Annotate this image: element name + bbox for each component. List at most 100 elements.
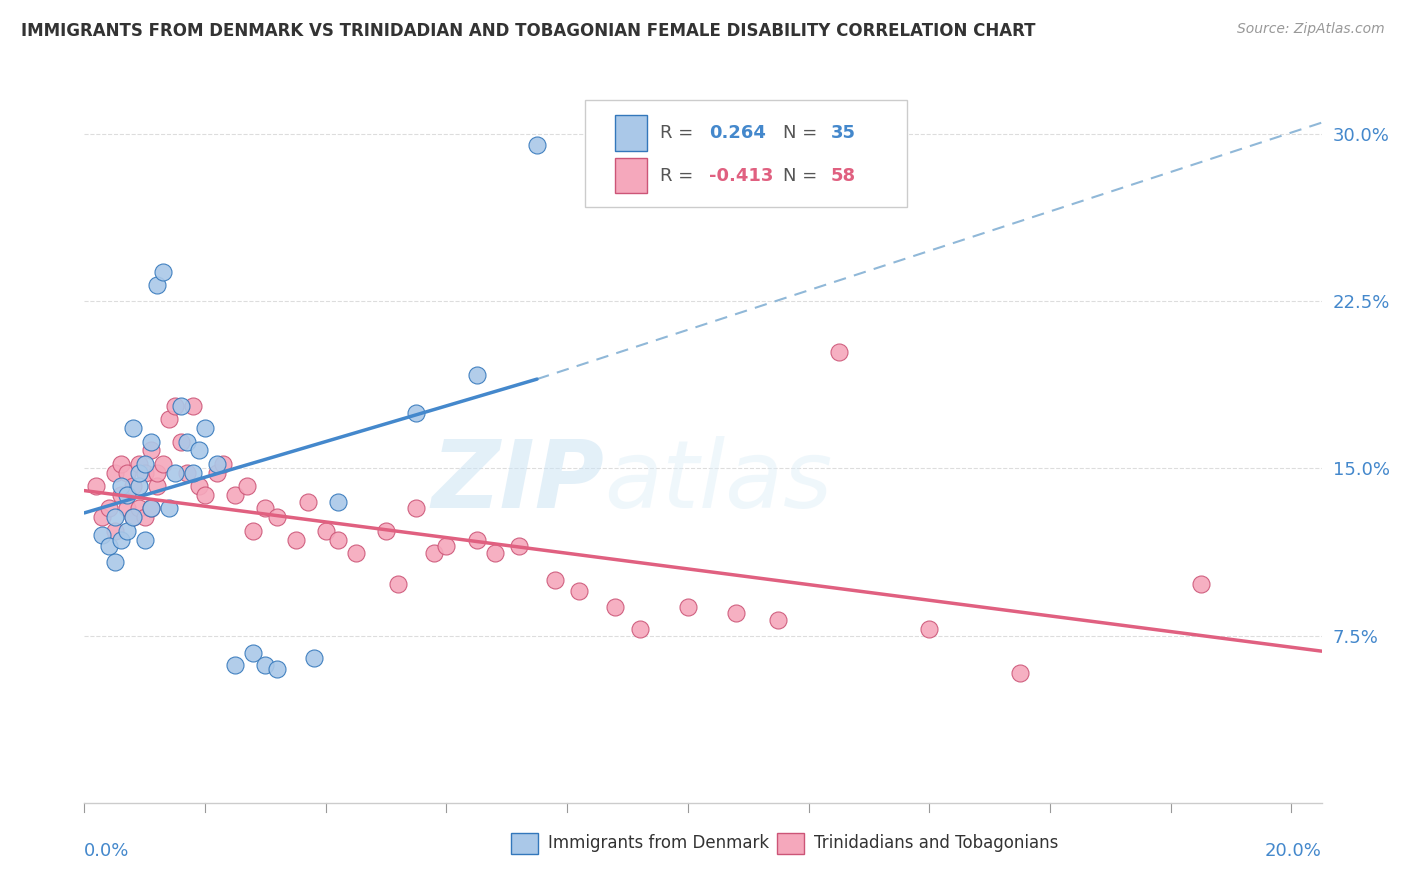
FancyBboxPatch shape [616, 115, 647, 151]
Point [134, 533, 156, 547]
Text: N =: N = [783, 167, 824, 185]
Point [121, 421, 143, 435]
FancyBboxPatch shape [512, 833, 538, 855]
Point [375, 524, 398, 538]
Point [302, 651, 325, 665]
Text: R =: R = [659, 124, 699, 142]
Point [146, 479, 169, 493]
Point [254, 657, 277, 672]
Point [103, 524, 125, 538]
Point [676, 599, 699, 614]
Point [128, 466, 150, 480]
Point [405, 405, 427, 420]
Point [194, 421, 217, 435]
Point [110, 479, 132, 493]
Point [326, 494, 349, 508]
Text: R =: R = [659, 167, 699, 185]
Point [115, 501, 138, 516]
Point [725, 607, 748, 621]
Point [212, 457, 235, 471]
Point [224, 488, 246, 502]
Point [605, 599, 627, 614]
Text: 0.0%: 0.0% [84, 842, 129, 860]
Point [163, 466, 186, 480]
Point [128, 457, 150, 471]
Point [1008, 666, 1031, 681]
Point [465, 368, 488, 382]
Point [139, 434, 162, 449]
Point [628, 622, 651, 636]
Point [205, 457, 228, 471]
Point [139, 501, 162, 516]
Point [181, 466, 204, 480]
Text: Source: ZipAtlas.com: Source: ZipAtlas.com [1237, 22, 1385, 37]
Point [254, 501, 277, 516]
Point [405, 501, 427, 516]
Point [326, 533, 349, 547]
Point [97, 539, 120, 553]
Point [157, 412, 180, 426]
Point [110, 457, 132, 471]
Point [242, 524, 264, 538]
Point [170, 399, 193, 413]
Point [157, 501, 180, 516]
Text: 0.264: 0.264 [709, 124, 766, 142]
Y-axis label: Female Disability: Female Disability [0, 375, 8, 517]
Point [128, 479, 150, 493]
Point [163, 399, 186, 413]
Point [828, 345, 851, 359]
Point [423, 546, 446, 560]
Point [526, 138, 548, 153]
Text: 20.0%: 20.0% [1265, 842, 1322, 860]
Point [110, 533, 132, 547]
Point [297, 494, 319, 508]
Point [121, 510, 143, 524]
Point [508, 539, 530, 553]
Point [139, 443, 162, 458]
Point [170, 434, 193, 449]
Point [121, 479, 143, 493]
Point [176, 466, 198, 480]
Point [918, 622, 941, 636]
Point [315, 524, 337, 538]
Point [436, 539, 458, 553]
Text: Trinidadians and Tobagonians: Trinidadians and Tobagonians [814, 835, 1059, 853]
Point [768, 613, 790, 627]
Point [568, 583, 591, 598]
FancyBboxPatch shape [778, 833, 804, 855]
Point [152, 265, 174, 279]
Point [146, 466, 169, 480]
Text: 58: 58 [831, 167, 856, 185]
Point [86, 479, 108, 493]
Text: Immigrants from Denmark: Immigrants from Denmark [548, 835, 769, 853]
Point [103, 510, 125, 524]
Point [103, 555, 125, 569]
Point [115, 466, 138, 480]
Point [115, 488, 138, 502]
Point [115, 524, 138, 538]
Point [110, 488, 132, 502]
Point [134, 457, 156, 471]
Point [544, 573, 567, 587]
Point [139, 501, 162, 516]
Text: atlas: atlas [605, 436, 832, 527]
Point [121, 510, 143, 524]
Point [242, 646, 264, 660]
Point [146, 278, 169, 293]
Point [134, 510, 156, 524]
Point [97, 501, 120, 516]
FancyBboxPatch shape [616, 158, 647, 194]
Point [224, 657, 246, 672]
Point [236, 479, 259, 493]
Point [1189, 577, 1212, 591]
Text: -0.413: -0.413 [709, 167, 773, 185]
Text: IMMIGRANTS FROM DENMARK VS TRINIDADIAN AND TOBAGONIAN FEMALE DISABILITY CORRELAT: IMMIGRANTS FROM DENMARK VS TRINIDADIAN A… [21, 22, 1036, 40]
Point [284, 533, 307, 547]
Point [465, 533, 488, 547]
Text: N =: N = [783, 124, 824, 142]
Point [194, 488, 217, 502]
Point [188, 479, 211, 493]
Point [128, 501, 150, 516]
Point [484, 546, 506, 560]
FancyBboxPatch shape [585, 100, 907, 207]
